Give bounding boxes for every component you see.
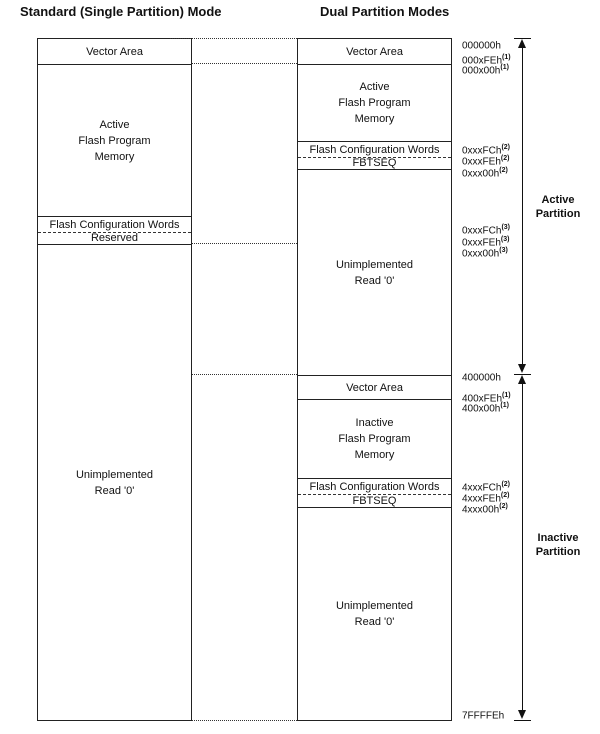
standard-memory-column: Vector Area Active Flash Program Memory … <box>37 38 192 721</box>
inactive-flash-block: Inactive Flash Program Memory <box>298 399 451 478</box>
arrow-down-icon <box>518 710 526 719</box>
connector-line <box>192 374 297 375</box>
address-label: 0xxxFCh(3) <box>462 224 511 237</box>
flash-config-words-block: Flash Configuration Words <box>298 141 451 157</box>
arrow-tick <box>514 38 531 39</box>
dual-memory-column: Vector Area Active Flash Program Memory … <box>297 38 452 721</box>
arrow-down-icon <box>518 364 526 373</box>
address-label: 0xxxFEh(2) <box>462 155 510 168</box>
address-label: 4xxx00h(2) <box>462 503 508 516</box>
active-partition-label: Active Partition <box>528 193 588 221</box>
address-label: 0xxxFCh(2) <box>462 144 511 157</box>
vector-area-block: Vector Area <box>86 45 143 58</box>
active-flash-block: Active Flash Program Memory <box>298 64 451 141</box>
address-label: 0xxxFEh(3) <box>462 236 510 249</box>
address-label: 0xxx00h(3) <box>462 247 508 260</box>
fbtseq-block: FBTSEQ <box>298 157 451 169</box>
arrow-tick <box>514 720 531 721</box>
arrow-up-icon <box>518 39 526 48</box>
inactive-partition-label: Inactive Partition <box>528 531 588 559</box>
dual-mode-heading: Dual Partition Modes <box>320 4 450 19</box>
connector-line <box>170 38 297 39</box>
connector-line <box>192 720 297 721</box>
vector-area-block: Vector Area <box>346 45 403 58</box>
inactive-vector-area-block: Vector Area <box>298 375 451 399</box>
active-partition-arrow <box>522 45 523 365</box>
address-label: 400x00h(1) <box>462 402 509 415</box>
standard-mode-heading: Standard (Single Partition) Mode <box>20 4 222 19</box>
address-label: 400000h <box>462 372 501 384</box>
flash-config-words-block: Flash Configuration Words <box>38 216 191 233</box>
unimplemented-block: Unimplemented Read '0' <box>298 169 451 375</box>
address-label: 4xxxFEh(2) <box>462 492 510 505</box>
address-label: 0xxx00h(2) <box>462 167 508 180</box>
inactive-flash-config-words-block: Flash Configuration Words <box>298 478 451 494</box>
address-label: 400xFEh(1) <box>462 392 511 405</box>
inactive-partition-arrow <box>522 382 523 712</box>
address-label: 000x00h(1) <box>462 64 509 77</box>
address-label: 4xxxFCh(2) <box>462 481 511 494</box>
unimplemented-block: Unimplemented Read '0' <box>38 244 191 720</box>
address-label: 7FFFFEh <box>462 710 505 722</box>
arrow-tick <box>514 374 531 375</box>
address-label: 000000h <box>462 40 501 52</box>
reserved-block: Reserved <box>38 232 191 244</box>
active-flash-block: Active Flash Program Memory <box>38 64 191 216</box>
connector-line <box>192 243 297 244</box>
inactive-fbtseq-block: FBTSEQ <box>298 494 451 507</box>
connector-line <box>192 63 297 64</box>
arrow-up-icon <box>518 375 526 384</box>
inactive-unimplemented-block: Unimplemented Read '0' <box>298 507 451 720</box>
address-label: 000xFEh(1) <box>462 54 511 67</box>
